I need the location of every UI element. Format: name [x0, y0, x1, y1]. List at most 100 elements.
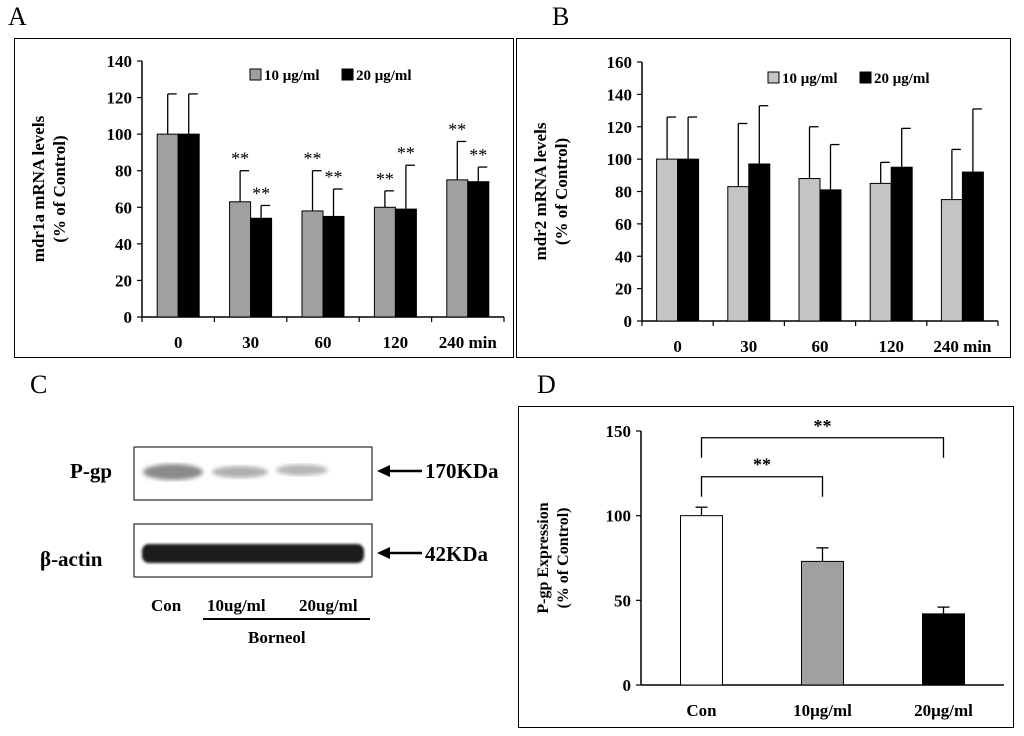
panel-label-b: B: [552, 2, 570, 31]
actin-band: [142, 544, 364, 563]
chart-b-y-tick-label: 20: [615, 280, 632, 299]
panel-label-a: A: [8, 2, 27, 31]
chart-b-bar: [819, 189, 842, 322]
pgp-band-20: [276, 464, 328, 476]
band-label-pgp: P-gp: [70, 459, 112, 483]
chart-b-x-tick-label: 120: [878, 337, 904, 356]
chart-a-significance: **: [448, 119, 466, 139]
chart-b-y-tick-label: 40: [615, 247, 632, 266]
chart-a-bar: [322, 215, 345, 318]
chart-a-bar: [394, 208, 417, 318]
chart-a-significance: **: [231, 149, 249, 169]
chart-b-bar: [677, 158, 700, 322]
chart-b-legend-label: 10 μg/ml: [782, 71, 838, 87]
chart-d-significance: **: [814, 416, 832, 436]
chart-d-y-tick-label: 150: [606, 422, 632, 441]
chart-a-bar: [301, 210, 324, 318]
chart-d-significance: **: [753, 455, 771, 475]
chart-b-bar: [798, 178, 821, 322]
chart-b-legend-swatch: [767, 71, 780, 84]
chart-d-x-tick-label: 10μg/ml: [793, 701, 852, 720]
pgp-arrowhead: [377, 465, 390, 477]
chart-b-y-tick-label: 160: [607, 53, 633, 72]
panel-label-d: D: [537, 370, 556, 399]
chart-a-significance: **: [469, 145, 487, 165]
chart-a-bar: [156, 133, 179, 318]
chart-a-x-tick-label: 30: [242, 333, 259, 352]
chart-a-y-label-line1: mdr1a mRNA levels: [29, 115, 48, 262]
band-label-actin: β-actin: [40, 547, 103, 571]
chart-d-significance-bracket: [700, 476, 824, 497]
chart-b-y-label-line2: (% of Control): [552, 138, 571, 245]
chart-a-y-label-line2: (% of Control): [50, 135, 69, 242]
chart-a-bar: [177, 133, 200, 318]
chart-b-y-tick-label: 140: [607, 85, 633, 104]
chart-a-bar: [446, 179, 469, 318]
actin-arrowhead: [377, 547, 390, 559]
chart-a-significance: **: [376, 169, 394, 189]
band-size-pgp: 170KDa: [425, 459, 499, 483]
chart-d-y-tick-label: 0: [623, 676, 632, 695]
chart-b-y-tick-label: 80: [615, 183, 632, 202]
chart-a-y-tick-label: 20: [115, 271, 132, 290]
chart-d-bar: [922, 613, 965, 686]
chart-a-x-tick-label: 0: [174, 333, 183, 352]
chart-b-legend-swatch: [859, 71, 872, 84]
chart-b-y-tick-label: 0: [624, 312, 633, 331]
chart-a-bar: [373, 206, 396, 318]
band-size-actin: 42KDa: [425, 542, 489, 566]
chart-d-significance-bracket: [700, 437, 945, 458]
chart-b-bar: [869, 182, 892, 322]
chart-d-x-tick-label: Con: [686, 701, 717, 720]
chart-a-y-tick-label: 0: [124, 308, 133, 327]
chart-a-y-tick-label: 40: [115, 235, 132, 254]
chart-b-y-tick-label: 100: [607, 150, 633, 169]
lane-label-con: Con: [151, 596, 182, 615]
chart-b-x-tick-label: 0: [673, 337, 682, 356]
lane-label-10: 10ug/ml: [207, 596, 266, 615]
chart-b-bar: [656, 158, 679, 322]
chart-d-x-tick-label: 20μg/ml: [914, 701, 973, 720]
chart-b-bar: [748, 163, 771, 322]
chart-b-bar: [940, 199, 963, 322]
chart-b-x-tick-label: 30: [740, 337, 757, 356]
chart-d-y-label-line2: (% of Control): [555, 507, 572, 608]
chart-d-bar: [680, 515, 723, 686]
chart-b-frame: [516, 38, 1011, 358]
chart-b-y-label-line1: mdr2 mRNA levels: [531, 122, 550, 260]
chart-a-x-tick-label: 240 min: [439, 333, 498, 352]
chart-a-bar: [467, 181, 490, 318]
chart-d-y-tick-label: 50: [614, 591, 631, 610]
chart-b-legend-label: 20 μg/ml: [874, 71, 930, 87]
pgp-band-con: [143, 464, 203, 480]
chart-a-y-tick-label: 80: [115, 162, 132, 181]
chart-a-legend-swatch: [341, 68, 354, 81]
chart-a-bar: [229, 201, 252, 318]
chart-a-frame: [14, 38, 514, 358]
chart-a-y-tick-label: 140: [107, 52, 133, 71]
chart-a-significance: **: [304, 149, 322, 169]
chart-a-x-tick-label: 60: [315, 333, 332, 352]
chart-a-bar: [250, 217, 273, 318]
chart-a-y-tick-label: 120: [107, 89, 133, 108]
western-blot: P-gp β-actin 170KDa 42KDa Con 10ug/ml 20…: [40, 446, 499, 647]
chart-a-significance: **: [252, 183, 270, 203]
chart-d: 0 50 100 150 Con 10μg/ml 20μg/ml ** ** P-gp Expre…: [518, 406, 1014, 728]
panel-label-c: C: [30, 370, 48, 399]
chart-a-significance: **: [325, 167, 343, 187]
chart-b-y-tick-label: 120: [607, 118, 633, 137]
chart-b: 0 20 40 60 80 100 120 140 160 0 30 60 120 240 min mdr2…: [516, 38, 1011, 358]
chart-d-y-tick-label: 100: [606, 507, 632, 526]
chart-b-x-tick-label: 60: [812, 337, 829, 356]
chart-a-legend-label: 20 μg/ml: [356, 68, 412, 84]
chart-b-bar: [890, 166, 913, 322]
chart-a-legend-label: 10 μg/ml: [264, 68, 320, 84]
chart-d-frame: [518, 406, 1014, 728]
chart-a-legend-swatch: [249, 68, 262, 81]
chart-d-y-label-line1: P-gp Expression: [535, 502, 552, 613]
lane-label-20: 20ug/ml: [299, 596, 358, 615]
chart-a-y-tick-label: 60: [115, 198, 132, 217]
chart-a-x-tick-label: 120: [383, 333, 409, 352]
